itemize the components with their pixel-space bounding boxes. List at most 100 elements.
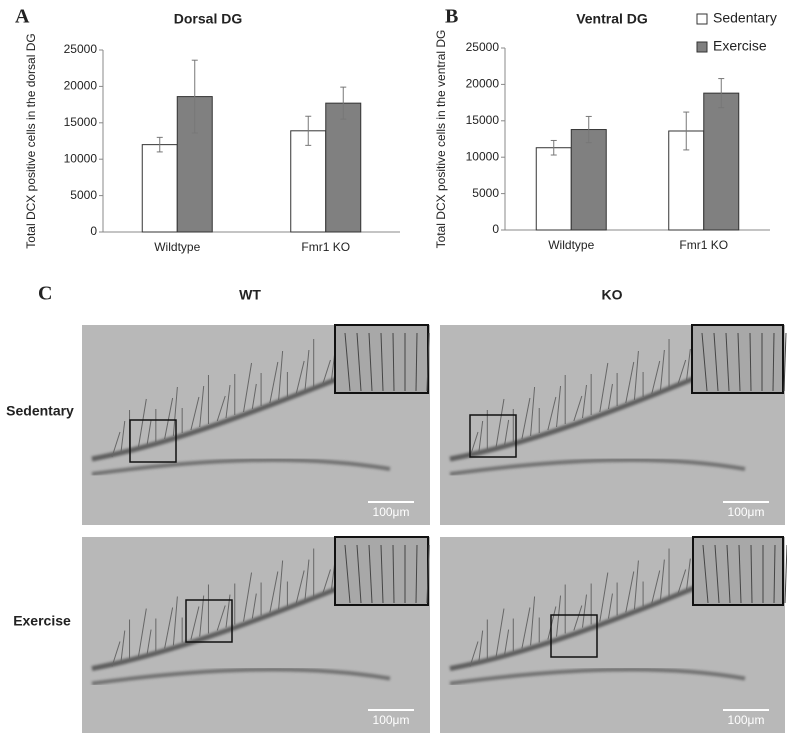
dendrite <box>504 419 510 446</box>
dendrite <box>713 332 719 392</box>
y-tick-label: 25000 <box>64 42 98 56</box>
bar <box>290 130 327 233</box>
dendrite <box>750 544 753 604</box>
dendrite <box>146 629 152 655</box>
dendrite <box>426 544 430 604</box>
dendrite <box>278 560 284 610</box>
dendrite <box>737 332 741 392</box>
x-tick-label: Wildtype <box>548 238 594 252</box>
bar <box>535 147 572 231</box>
dendrite <box>199 385 205 428</box>
dendrite <box>199 595 205 637</box>
y-tick-label: 25000 <box>466 40 500 54</box>
cell-layer <box>449 581 706 671</box>
row-label: Sedentary <box>6 403 74 419</box>
dendrite <box>495 608 505 658</box>
inset <box>691 324 784 394</box>
dendrite <box>190 606 200 640</box>
dendrite <box>478 630 484 664</box>
y-axis-label: Total DCX positive cells in the dorsal D… <box>24 33 38 248</box>
dendrite <box>685 558 691 592</box>
y-tick-label: 5000 <box>472 186 499 200</box>
dendrite <box>726 544 731 604</box>
scale-label: 100μm <box>728 713 765 727</box>
dendrite <box>304 349 310 392</box>
x-tick-label: Fmr1 KO <box>301 240 350 254</box>
error-bar <box>191 59 198 134</box>
dendrite <box>738 544 742 604</box>
inset-box <box>129 419 177 463</box>
error-bar <box>718 78 725 109</box>
dendrite <box>772 332 775 392</box>
dendrite <box>573 395 583 422</box>
panel-letter: C <box>38 283 52 305</box>
dendrite <box>304 559 310 601</box>
dendrite <box>633 560 639 610</box>
dendrite <box>582 384 587 419</box>
dendrite <box>344 332 351 392</box>
dendrite <box>547 606 557 640</box>
dendrite <box>607 383 613 410</box>
dendrite <box>725 332 730 392</box>
dendrite <box>599 362 609 413</box>
y-tick-label: 0 <box>492 222 499 236</box>
y-axis-label: Total DCX positive cells in the ventral … <box>434 30 448 249</box>
dendrite <box>530 386 536 437</box>
dendrite <box>295 570 305 604</box>
dendrite <box>380 544 384 604</box>
dendrite <box>172 386 178 437</box>
inset-box <box>550 614 598 658</box>
dendrite <box>521 607 531 649</box>
dendrite <box>582 594 587 628</box>
dendrite <box>164 397 174 440</box>
column-label: WT <box>239 287 261 303</box>
dendrite <box>415 544 418 604</box>
dendrite <box>392 544 395 604</box>
bar <box>141 144 178 233</box>
dendrite <box>504 629 510 655</box>
dendrite <box>190 396 200 431</box>
cell-layer <box>91 667 391 686</box>
dendrite <box>625 361 635 404</box>
dendrite <box>556 385 562 428</box>
y-tick-label: 15000 <box>64 115 98 129</box>
dendrite <box>607 593 613 619</box>
dendrite <box>321 569 331 595</box>
dendrite <box>137 608 147 658</box>
dendrite <box>478 420 484 455</box>
panel-letter: A <box>15 6 30 28</box>
dendrite <box>111 641 121 667</box>
dendrite <box>269 361 279 404</box>
scale-label: 100μm <box>373 713 410 727</box>
dendrite <box>677 359 687 386</box>
scale-label: 100μm <box>373 505 410 519</box>
dendrite <box>677 569 687 595</box>
y-tick-label: 5000 <box>70 188 97 202</box>
dendrite <box>111 431 121 458</box>
dendrite <box>368 332 373 392</box>
cell-layer <box>91 457 391 476</box>
dendrite <box>243 362 253 413</box>
dendrite <box>356 544 362 604</box>
dendrite <box>773 544 776 604</box>
dendrite <box>146 419 152 446</box>
dendrite <box>356 332 362 392</box>
dendrite <box>633 350 639 401</box>
dendrite <box>749 332 752 392</box>
scale-label: 100μm <box>728 505 765 519</box>
error-bar <box>305 115 312 146</box>
error-bar <box>683 111 690 151</box>
inset-box <box>185 599 233 643</box>
cell-layer <box>449 371 706 462</box>
dendrite <box>164 607 174 649</box>
dendrite <box>659 559 665 601</box>
cell-layer <box>449 667 746 686</box>
dendrite <box>573 605 583 631</box>
panel-letter: B <box>445 6 458 28</box>
y-tick-label: 0 <box>90 224 97 238</box>
dendrite <box>251 383 257 410</box>
dendrite <box>120 420 126 455</box>
dendrite <box>651 360 661 395</box>
cell-layer <box>91 581 351 671</box>
